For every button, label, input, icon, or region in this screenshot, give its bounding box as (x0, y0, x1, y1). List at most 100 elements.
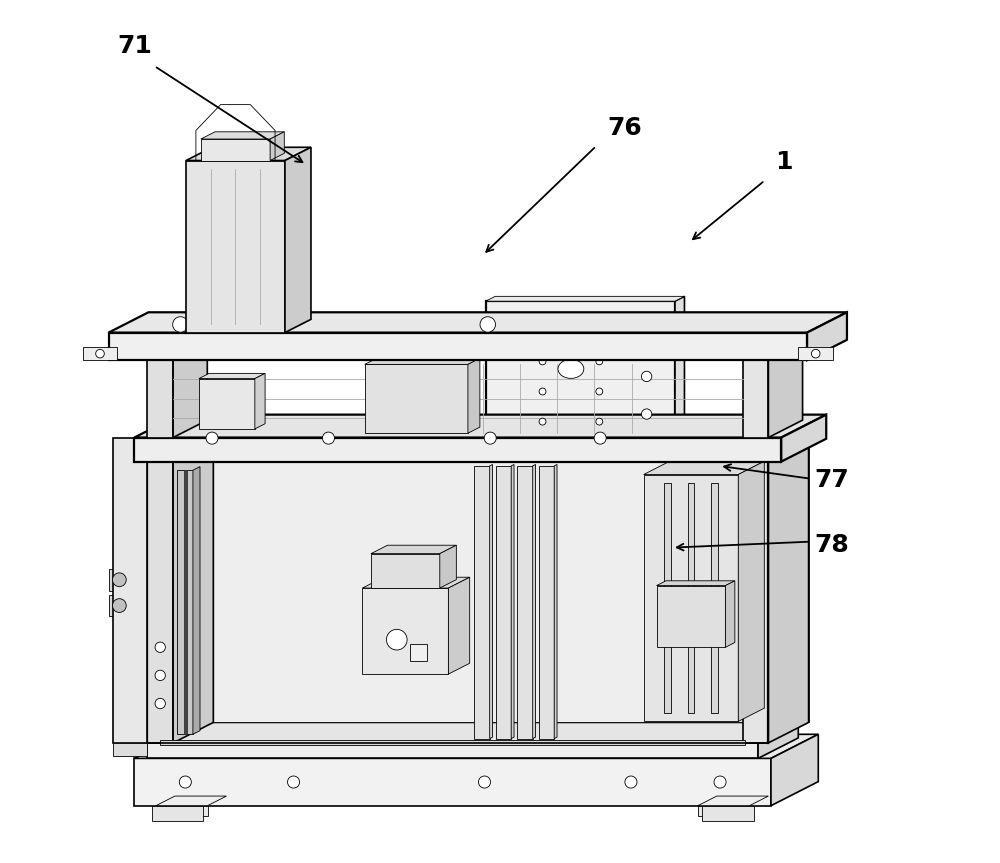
Circle shape (811, 350, 820, 358)
Polygon shape (771, 734, 818, 806)
Bar (201, 139, 270, 161)
Bar (147, 743, 758, 759)
Circle shape (539, 328, 546, 335)
Polygon shape (743, 343, 803, 360)
Polygon shape (725, 581, 735, 647)
Polygon shape (362, 577, 470, 588)
Bar (147, 360, 173, 438)
Polygon shape (758, 722, 798, 759)
Circle shape (596, 358, 603, 365)
Polygon shape (134, 414, 826, 438)
Bar (657, 586, 725, 647)
Polygon shape (768, 441, 809, 743)
Bar (177, 470, 193, 734)
Circle shape (96, 350, 104, 358)
Bar (743, 462, 768, 743)
Circle shape (235, 312, 247, 324)
Circle shape (155, 642, 165, 652)
Bar (113, 438, 147, 743)
Circle shape (596, 388, 603, 395)
Bar (688, 483, 694, 713)
Polygon shape (807, 312, 847, 360)
Polygon shape (147, 343, 207, 360)
Polygon shape (199, 374, 265, 379)
Bar (711, 483, 718, 713)
Polygon shape (188, 441, 809, 722)
Circle shape (641, 371, 652, 381)
Polygon shape (255, 374, 265, 429)
Circle shape (112, 599, 126, 613)
Bar (147, 462, 173, 743)
Bar (83, 347, 117, 360)
Bar (365, 364, 468, 433)
Bar (702, 806, 754, 822)
Bar (156, 806, 208, 816)
Polygon shape (448, 577, 470, 674)
Polygon shape (270, 132, 284, 161)
Polygon shape (365, 358, 480, 364)
Bar (113, 743, 147, 756)
Bar (644, 475, 738, 721)
Polygon shape (554, 464, 557, 739)
Polygon shape (285, 148, 311, 332)
Circle shape (480, 317, 496, 332)
Bar (109, 332, 807, 360)
Bar (486, 301, 675, 451)
Polygon shape (201, 132, 284, 139)
Polygon shape (193, 467, 200, 734)
Bar (199, 379, 255, 429)
Bar (743, 360, 768, 438)
Polygon shape (533, 464, 536, 739)
Bar (184, 470, 187, 734)
Circle shape (596, 328, 603, 335)
Circle shape (288, 776, 300, 788)
Bar (152, 806, 203, 822)
Bar (371, 554, 440, 588)
Polygon shape (156, 796, 226, 806)
Text: 78: 78 (814, 533, 849, 557)
Bar (410, 644, 427, 661)
Circle shape (641, 334, 652, 344)
Circle shape (596, 419, 603, 425)
Polygon shape (511, 464, 514, 739)
Bar (186, 161, 285, 332)
Circle shape (179, 776, 191, 788)
Bar (517, 466, 533, 739)
Polygon shape (371, 545, 456, 554)
Bar (362, 588, 448, 674)
Circle shape (484, 432, 496, 444)
Polygon shape (440, 545, 456, 588)
Bar (496, 466, 511, 739)
Text: 77: 77 (814, 469, 849, 493)
Circle shape (478, 776, 491, 788)
Polygon shape (147, 722, 798, 743)
Polygon shape (173, 441, 213, 743)
Bar (160, 740, 745, 746)
Polygon shape (486, 296, 684, 301)
Circle shape (594, 432, 606, 444)
Bar (474, 466, 490, 739)
Circle shape (539, 419, 546, 425)
Text: 1: 1 (775, 150, 793, 174)
Polygon shape (657, 581, 735, 586)
Circle shape (270, 317, 286, 332)
Bar (109, 569, 130, 590)
Circle shape (173, 317, 188, 332)
Polygon shape (173, 343, 207, 438)
Circle shape (714, 776, 726, 788)
Circle shape (386, 629, 407, 650)
Bar (664, 483, 671, 713)
Polygon shape (468, 358, 480, 433)
Polygon shape (781, 414, 826, 462)
Bar (798, 347, 833, 360)
Circle shape (112, 573, 126, 587)
Text: 76: 76 (608, 116, 642, 140)
Circle shape (155, 698, 165, 709)
Ellipse shape (558, 360, 584, 378)
Circle shape (206, 432, 218, 444)
Polygon shape (490, 464, 493, 739)
Polygon shape (109, 312, 847, 332)
Circle shape (539, 388, 546, 395)
Polygon shape (147, 441, 213, 462)
Polygon shape (186, 148, 311, 161)
